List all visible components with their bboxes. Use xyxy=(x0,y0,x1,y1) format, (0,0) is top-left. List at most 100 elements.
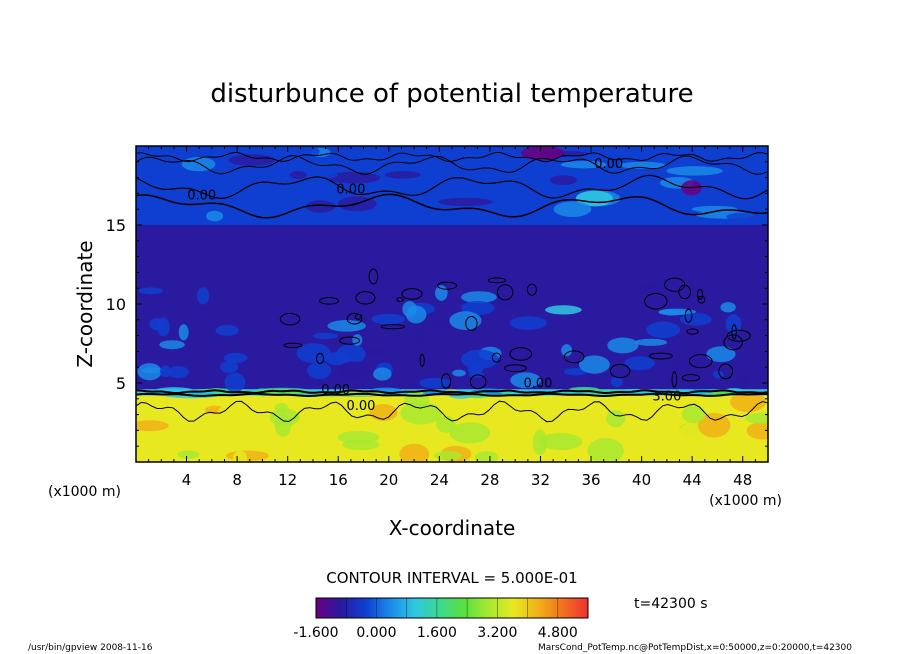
field-cell xyxy=(413,329,426,345)
colorbar-label: 0.000 xyxy=(356,625,396,641)
contour-loop xyxy=(419,353,425,367)
field-cell xyxy=(274,413,292,437)
field-cell xyxy=(606,410,626,428)
contour-label: 0.00 xyxy=(336,182,365,197)
contour-loop xyxy=(688,354,713,369)
field-cell xyxy=(416,182,474,196)
field-cell xyxy=(373,367,392,381)
field-cell xyxy=(197,287,210,305)
field-cell xyxy=(746,422,768,440)
field-cell xyxy=(300,170,338,180)
y-tick-label: 10 xyxy=(106,295,126,314)
field-cell xyxy=(405,305,427,324)
field-cell xyxy=(532,429,548,456)
field-cell xyxy=(434,450,463,461)
field-cell xyxy=(520,146,565,161)
field-cell xyxy=(561,344,573,357)
field-cell xyxy=(449,311,482,330)
field-cell xyxy=(435,285,448,301)
x-tick-label: 16 xyxy=(329,471,348,489)
chart-title: disturbunce of potential temperature xyxy=(210,79,693,109)
field-cell xyxy=(206,210,224,222)
contour-loop xyxy=(648,352,673,360)
contour-loop xyxy=(609,363,631,379)
colorbar-label: 3.200 xyxy=(477,625,517,641)
field-cell xyxy=(289,170,307,180)
contour-loop xyxy=(396,296,404,303)
field-cell xyxy=(578,355,610,374)
field-cell xyxy=(461,349,499,369)
field-cell xyxy=(550,175,577,186)
contour-label: 0.00 xyxy=(347,399,376,414)
field-cell xyxy=(697,412,731,438)
field-cell xyxy=(178,324,189,341)
field-cell xyxy=(720,302,736,313)
field-cell xyxy=(308,401,323,420)
field-cell xyxy=(312,332,339,340)
contour-loop xyxy=(354,313,362,320)
contour-loop xyxy=(644,292,668,310)
field-cell xyxy=(666,166,723,176)
contour-loop xyxy=(440,373,452,389)
contour-loop xyxy=(526,283,537,296)
field-cell xyxy=(563,368,588,376)
contour-loop xyxy=(487,277,506,284)
field-cell xyxy=(400,402,443,425)
x-tick-label: 24 xyxy=(430,471,449,489)
contour-loop xyxy=(283,342,303,348)
field-cell xyxy=(745,412,768,424)
field-cell xyxy=(658,308,686,316)
contour-loop xyxy=(436,281,457,290)
field-cell xyxy=(438,197,493,207)
field-cell xyxy=(141,367,163,374)
contour-loop xyxy=(504,364,527,373)
contour-line xyxy=(136,400,768,423)
time-label: t=42300 s xyxy=(634,596,708,612)
field-cell xyxy=(509,316,547,330)
x-unit-left: (x1000 m) xyxy=(48,484,121,500)
contour-label: 3.00 xyxy=(652,389,681,404)
colorbar-label: 1.600 xyxy=(417,625,457,641)
field-cell xyxy=(138,287,163,295)
field-cell xyxy=(553,201,592,217)
x-tick-label: 4 xyxy=(182,471,192,489)
colorbar-label: 4.800 xyxy=(538,625,578,641)
field-cell xyxy=(655,424,677,438)
contour-loop xyxy=(380,324,406,330)
field-cell xyxy=(159,340,185,350)
x-tick-label: 48 xyxy=(733,471,752,489)
field-cell xyxy=(366,348,386,356)
field-cell xyxy=(725,314,742,334)
field-cell xyxy=(419,377,451,389)
field-cell xyxy=(474,451,499,462)
contour-loop xyxy=(509,347,533,361)
contour-line xyxy=(136,155,768,175)
field-cell xyxy=(545,305,582,315)
field-cell xyxy=(734,374,750,389)
field-cell xyxy=(646,321,681,339)
field-cell xyxy=(461,301,495,316)
y-axis-label: Z-coordinate xyxy=(73,240,97,367)
field-cell xyxy=(223,352,248,363)
field-cell xyxy=(706,346,736,363)
footer-left: /usr/bin/gpview 2008-11-16 xyxy=(28,643,153,653)
field-cell xyxy=(671,357,707,378)
field-cell xyxy=(327,320,366,332)
field-cell xyxy=(274,402,288,413)
field-cell xyxy=(136,431,154,442)
field-cell xyxy=(177,450,200,459)
field-cell xyxy=(624,356,655,371)
contour-loop xyxy=(316,352,325,365)
field-cell xyxy=(167,366,189,379)
field-cell xyxy=(560,160,608,169)
contour-line xyxy=(136,392,768,398)
contour-loop xyxy=(469,374,487,390)
field-cell xyxy=(337,361,370,380)
contour-loop xyxy=(368,268,379,285)
field-cell xyxy=(587,438,624,462)
field-cell xyxy=(305,200,336,213)
contour-loop xyxy=(491,352,502,363)
contour-loop xyxy=(346,312,363,325)
contour-loop xyxy=(681,374,701,382)
contour-label: 0.00 xyxy=(594,157,623,172)
